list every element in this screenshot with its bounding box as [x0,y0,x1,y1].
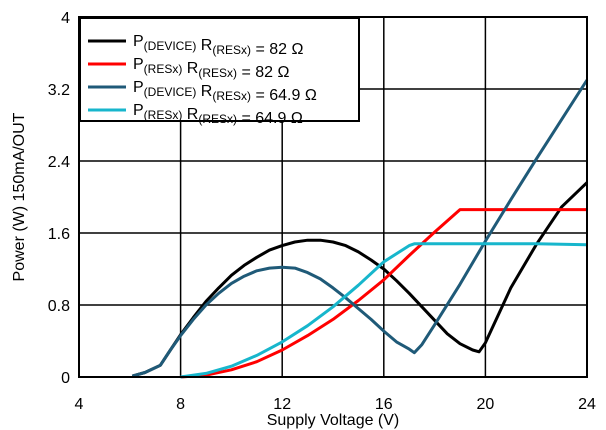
x-tick-label: 4 [75,396,84,413]
y-tick-label: 3.2 [48,82,70,99]
series-line-4 [180,242,588,379]
x-tick-label: 24 [578,396,596,413]
y-axis-title: Power (W) 150mA/OUT [11,112,28,281]
y-tick-label: 1.6 [48,226,70,243]
legend-items: P(DEVICE) R(RESx) = 82 ΩP(RESx) R(RESx) … [88,33,317,127]
legend-label: P(RESx) R(RESx) = 64.9 Ω [133,102,303,127]
series-lines [131,79,589,379]
legend-label: P(RESx) R(RESx) = 82 Ω [133,56,289,81]
x-tick-label: 20 [477,396,495,413]
x-tick-label: 12 [273,396,291,413]
series-line-1 [131,181,589,378]
legend: P(DEVICE) R(RESx) = 82 ΩP(RESx) R(RESx) … [79,17,360,127]
y-tick-label: 0 [61,370,70,387]
series-line-2 [180,208,587,379]
y-tick-labels: 0 0.8 1.6 2.4 3.2 4 [48,10,70,387]
y-tick-label: 0.8 [48,298,70,315]
x-tick-labels: 4 8 12 16 20 24 [75,396,596,413]
x-tick-label: 8 [176,396,185,413]
x-tick-label: 16 [375,396,393,413]
x-axis-title: Supply Voltage (V) [267,412,400,429]
series-line-3 [131,79,589,378]
legend-label: P(DEVICE) R(RESx) = 64.9 Ω [133,79,317,104]
legend-box [79,17,360,122]
legend-label: P(DEVICE) R(RESx) = 82 Ω [133,33,303,58]
y-tick-label: 4 [61,10,70,27]
y-tick-label: 2.4 [48,154,70,171]
